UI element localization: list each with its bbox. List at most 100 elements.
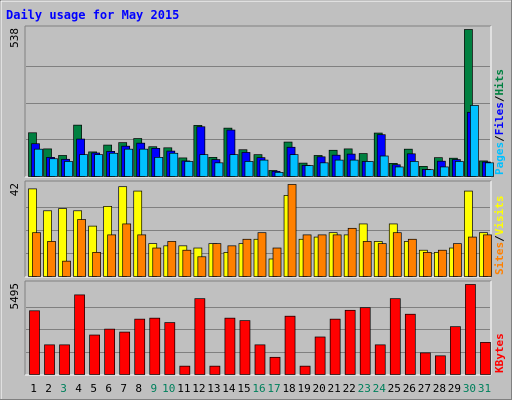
bar-kbytes-day-7 [119, 331, 131, 375]
x-tick-label-22: 22 [343, 382, 356, 395]
bar-pages-day-28 [440, 166, 449, 177]
x-tick-label-8: 8 [135, 382, 142, 395]
bar-sites-day-2 [47, 241, 56, 277]
bar-pages-day-20 [319, 162, 329, 177]
x-tick-label-6: 6 [105, 382, 112, 395]
bar-kbytes-day-13 [209, 365, 221, 375]
legend-sites: Sites [493, 242, 506, 275]
bar-sites-day-20 [317, 234, 327, 277]
bar-kbytes-day-4 [74, 294, 85, 375]
side-legend-text: Sites/Visits [493, 196, 506, 276]
bar-pages-day-23 [364, 161, 374, 177]
legend-separator: / [493, 135, 506, 142]
legend-files: Files [493, 102, 506, 135]
bar-sites-day-12 [197, 256, 207, 277]
bar-pages-day-16 [259, 159, 269, 177]
x-tick-label-9: 9 [150, 382, 157, 395]
chart-panels: 538Pages/Files/Hits42Sites/Visits5495KBy… [8, 25, 506, 376]
bar-sites-day-27 [422, 252, 432, 277]
bar-kbytes-day-1 [29, 310, 40, 375]
x-tick-label-20: 20 [313, 382, 326, 395]
side-legend-text: Pages/Files/Hits [493, 69, 506, 175]
bar-pages-day-22 [349, 159, 359, 177]
y-max-label: 42 [8, 183, 21, 196]
legend-pages: Pages [493, 142, 506, 175]
bar-kbytes-day-24 [374, 344, 386, 375]
bar-kbytes-day-21 [329, 318, 341, 375]
bar-pages-day-19 [304, 165, 314, 177]
x-tick-label-14: 14 [222, 382, 236, 395]
x-tick-label-18: 18 [282, 382, 295, 395]
bar-sites-day-7 [122, 223, 132, 277]
bar-kbytes-day-31 [480, 342, 491, 375]
bar-kbytes-day-18 [284, 315, 296, 375]
bar-sites-day-14 [227, 245, 237, 277]
bar-kbytes-day-25 [389, 298, 401, 375]
x-tick-label-1: 1 [30, 382, 37, 395]
bar-pages-day-7 [124, 148, 134, 177]
x-tick-label-29: 29 [448, 382, 461, 395]
bar-kbytes-day-30 [465, 284, 476, 375]
bar-pages-day-10 [169, 152, 179, 177]
bar-kbytes-day-19 [299, 365, 311, 375]
bar-pages-day-4 [79, 154, 88, 177]
bar-pages-day-13 [214, 162, 224, 177]
bar-kbytes-day-16 [254, 344, 266, 375]
legend-separator: / [493, 235, 506, 242]
x-tick-label-30: 30 [463, 382, 476, 395]
bar-pages-day-26 [409, 161, 419, 177]
x-tick-label-26: 26 [403, 382, 416, 395]
bar-kbytes-day-12 [194, 298, 206, 375]
side-legend: KBytes [493, 333, 506, 373]
bar-kbytes-day-8 [134, 318, 146, 375]
x-tick-label-3: 3 [60, 382, 67, 395]
x-tick-label-5: 5 [90, 382, 97, 395]
x-tick-label-17: 17 [267, 382, 280, 395]
x-tick-label-25: 25 [388, 382, 401, 395]
panel-visits-sites: 42 Sites/Visits [8, 180, 506, 278]
bar-sites-day-1 [32, 232, 41, 277]
bar-pages-day-29 [455, 161, 464, 177]
bar-kbytes-day-15 [239, 320, 251, 375]
bar-sites-day-28 [438, 249, 447, 277]
bar-kbytes-day-5 [89, 334, 100, 375]
x-tick-label-16: 16 [252, 382, 265, 395]
bar-sites-day-6 [107, 234, 117, 277]
bar-kbytes-day-20 [314, 336, 326, 375]
bar-sites-day-4 [77, 219, 86, 277]
bar-sites-day-23 [362, 241, 372, 277]
bar-pages-day-8 [139, 148, 149, 177]
bar-kbytes-day-23 [359, 307, 371, 375]
x-tick-label-31: 31 [478, 382, 491, 395]
bar-sites-day-8 [137, 234, 147, 277]
bar-kbytes-day-29 [450, 326, 461, 375]
bar-kbytes-day-11 [179, 365, 191, 375]
chart-title: Daily usage for May 2015 [6, 8, 179, 22]
bar-pages-day-30 [470, 105, 479, 177]
x-tick-label-23: 23 [358, 382, 371, 395]
bar-sites-day-5 [92, 252, 101, 277]
y-max-label: 5495 [8, 283, 21, 310]
bar-sites-day-25 [392, 232, 402, 277]
bar-kbytes-day-9 [149, 317, 161, 375]
bar-pages-day-11 [184, 161, 194, 177]
panel-kbytes: 5495 KBytes [8, 280, 506, 376]
bar-sites-day-21 [332, 234, 342, 277]
x-tick-label-4: 4 [75, 382, 82, 395]
bar-sites-day-3 [62, 260, 71, 277]
bar-pages-day-27 [424, 169, 434, 177]
x-tick-label-24: 24 [373, 382, 387, 395]
bar-kbytes-day-22 [344, 309, 356, 375]
bar-pages-day-18 [289, 154, 299, 177]
bar-sites-day-18 [287, 184, 297, 277]
bar-sites-day-19 [302, 234, 312, 277]
bar-pages-day-12 [199, 154, 209, 177]
x-tick-label-28: 28 [433, 382, 446, 395]
bar-sites-day-13 [212, 243, 222, 277]
bar-kbytes-day-27 [419, 352, 431, 375]
x-axis-labels: 1 2 3 4 5 6 7 8 9 10 11 12 13 14 15 16 17 18 19 20 21 22 23 24 2… [30, 382, 491, 395]
bar-pages-day-2 [49, 158, 58, 177]
side-legend-text: KBytes [493, 333, 506, 373]
legend-kbytes: KBytes [493, 333, 506, 373]
